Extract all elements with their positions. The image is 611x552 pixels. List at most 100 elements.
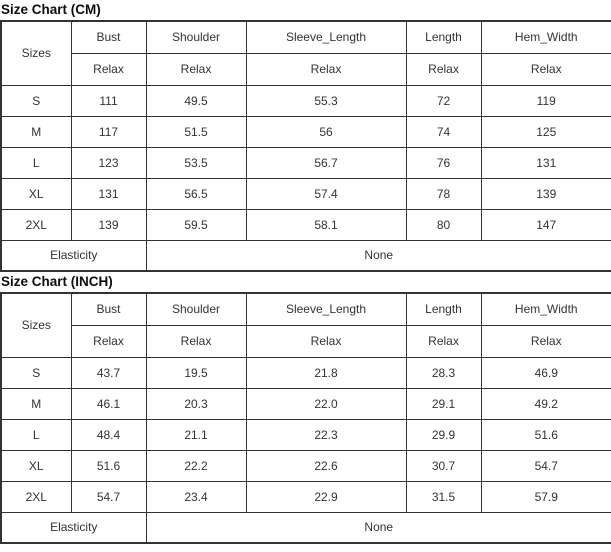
value-cell: 51.5 bbox=[145, 115, 247, 148]
table-row-s: S 43.7 19.5 21.8 28.3 46.9 bbox=[0, 356, 611, 389]
value-cell: 56 bbox=[245, 115, 407, 148]
value-cell: 22.0 bbox=[245, 387, 407, 420]
value-cell: 55.3 bbox=[245, 84, 407, 117]
size-cell: 2XL bbox=[0, 480, 72, 513]
size-cell: L bbox=[0, 146, 72, 179]
size-cell: S bbox=[0, 84, 72, 117]
elasticity-label-cell: Elasticity bbox=[0, 239, 147, 272]
size-cell: L bbox=[0, 418, 72, 451]
elasticity-row: Elasticity None bbox=[0, 511, 611, 544]
header-row-columns: Sizes Bust Shoulder Sleeve_Length Length… bbox=[0, 292, 611, 358]
fit-cell: Relax bbox=[70, 324, 147, 358]
fit-cell: Relax bbox=[70, 52, 147, 86]
value-cell: 23.4 bbox=[145, 480, 247, 513]
value-cell: 51.6 bbox=[70, 449, 147, 482]
table-row-xl: XL 51.6 22.2 22.6 30.7 54.7 bbox=[0, 449, 611, 482]
value-cell: 57.9 bbox=[480, 480, 611, 513]
fit-cell: Relax bbox=[405, 324, 482, 358]
value-cell: 131 bbox=[70, 177, 147, 210]
value-cell: 22.6 bbox=[245, 449, 407, 482]
value-cell: 29.9 bbox=[405, 418, 482, 451]
value-cell: 56.5 bbox=[145, 177, 247, 210]
header-row-fit: Relax Relax Relax Relax Relax bbox=[1, 324, 611, 358]
value-cell: 19.5 bbox=[145, 356, 247, 389]
value-cell: 72 bbox=[405, 84, 482, 117]
value-cell: 54.7 bbox=[70, 480, 147, 513]
value-cell: 56.7 bbox=[245, 146, 407, 179]
value-cell: 43.7 bbox=[70, 356, 147, 389]
size-cell: 2XL bbox=[0, 208, 72, 241]
column-header-bust: Bust bbox=[70, 20, 147, 54]
column-header-length: Length bbox=[405, 20, 482, 54]
value-cell: 22.2 bbox=[145, 449, 247, 482]
value-cell: 22.9 bbox=[245, 480, 407, 513]
value-cell: 111 bbox=[70, 84, 147, 117]
table-row-m: M 46.1 20.3 22.0 29.1 49.2 bbox=[0, 387, 611, 420]
fit-cell: Relax bbox=[405, 52, 482, 86]
value-cell: 51.6 bbox=[480, 418, 611, 451]
value-cell: 46.9 bbox=[480, 356, 611, 389]
size-cell: XL bbox=[0, 449, 72, 482]
column-header-shoulder: Shoulder bbox=[145, 20, 247, 54]
value-cell: 74 bbox=[405, 115, 482, 148]
value-cell: 46.1 bbox=[70, 387, 147, 420]
table-row-m: M 117 51.5 56 74 125 bbox=[0, 115, 611, 148]
elasticity-row: Elasticity None bbox=[0, 239, 611, 272]
value-cell: 139 bbox=[70, 208, 147, 241]
value-cell: 78 bbox=[405, 177, 482, 210]
value-cell: 131 bbox=[480, 146, 611, 179]
table-row-2xl: 2XL 139 59.5 58.1 80 147 bbox=[0, 208, 611, 241]
value-cell: 48.4 bbox=[70, 418, 147, 451]
value-cell: 28.3 bbox=[405, 356, 482, 389]
size-cell: M bbox=[0, 115, 72, 148]
section-title-cm: Size Chart (CM) bbox=[1, 2, 101, 17]
value-cell: 57.4 bbox=[245, 177, 407, 210]
fit-cell: Relax bbox=[480, 324, 611, 358]
value-cell: 123 bbox=[70, 146, 147, 179]
elasticity-value-cell: None bbox=[145, 239, 611, 272]
value-cell: 21.8 bbox=[245, 356, 407, 389]
value-cell: 30.7 bbox=[405, 449, 482, 482]
column-header-hem-width: Hem_Width bbox=[480, 20, 611, 54]
column-header-sleeve-length: Sleeve_Length bbox=[245, 292, 407, 326]
size-cell: M bbox=[0, 387, 72, 420]
fit-cell: Relax bbox=[480, 52, 611, 86]
size-cell: XL bbox=[0, 177, 72, 210]
size-chart-cm-section: Size Chart (CM) Sizes Bust Shoulder Slee… bbox=[0, 0, 611, 272]
elasticity-label-cell: Elasticity bbox=[0, 511, 147, 544]
header-row-fit: Relax Relax Relax Relax Relax bbox=[1, 52, 611, 86]
table-row-l: L 123 53.5 56.7 76 131 bbox=[0, 146, 611, 179]
column-header-shoulder: Shoulder bbox=[145, 292, 247, 326]
value-cell: 31.5 bbox=[405, 480, 482, 513]
value-cell: 21.1 bbox=[145, 418, 247, 451]
column-header-hem-width: Hem_Width bbox=[480, 292, 611, 326]
table-row-2xl: 2XL 54.7 23.4 22.9 31.5 57.9 bbox=[0, 480, 611, 513]
value-cell: 125 bbox=[480, 115, 611, 148]
value-cell: 119 bbox=[480, 84, 611, 117]
size-chart-table-cm: Sizes Bust Shoulder Sleeve_Length Length… bbox=[0, 20, 611, 272]
value-cell: 53.5 bbox=[145, 146, 247, 179]
elasticity-value-cell: None bbox=[145, 511, 611, 544]
value-cell: 147 bbox=[480, 208, 611, 241]
sizes-corner-cell: Sizes bbox=[0, 20, 72, 86]
sizes-corner-cell: Sizes bbox=[0, 292, 72, 358]
value-cell: 139 bbox=[480, 177, 611, 210]
fit-cell: Relax bbox=[145, 324, 247, 358]
value-cell: 117 bbox=[70, 115, 147, 148]
value-cell: 49.5 bbox=[145, 84, 247, 117]
section-title-inch: Size Chart (INCH) bbox=[1, 274, 113, 289]
column-header-bust: Bust bbox=[70, 292, 147, 326]
value-cell: 59.5 bbox=[145, 208, 247, 241]
value-cell: 76 bbox=[405, 146, 482, 179]
value-cell: 80 bbox=[405, 208, 482, 241]
size-chart-table-inch: Sizes Bust Shoulder Sleeve_Length Length… bbox=[0, 292, 611, 544]
fit-cell: Relax bbox=[245, 52, 407, 86]
fit-cell: Relax bbox=[145, 52, 247, 86]
value-cell: 22.3 bbox=[245, 418, 407, 451]
table-row-xl: XL 131 56.5 57.4 78 139 bbox=[0, 177, 611, 210]
value-cell: 20.3 bbox=[145, 387, 247, 420]
size-chart-inch-section: Size Chart (INCH) Sizes Bust Shoulder Sl… bbox=[0, 272, 611, 544]
table-row-l: L 48.4 21.1 22.3 29.9 51.6 bbox=[0, 418, 611, 451]
table-row-s: S 111 49.5 55.3 72 119 bbox=[0, 84, 611, 117]
